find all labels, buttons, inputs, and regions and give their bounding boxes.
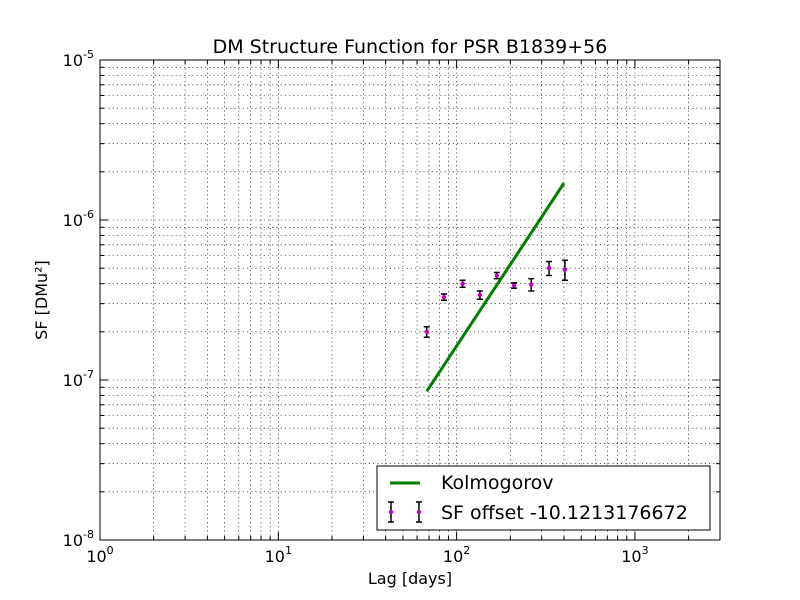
data-point [546, 265, 552, 271]
x-tick-label: 103 [621, 544, 648, 566]
y-tick-label: 10-5 [63, 48, 94, 70]
y-tick-label-base: 10 [63, 371, 83, 390]
y-tick-label-base: 10 [63, 531, 83, 550]
legend-box [376, 465, 711, 531]
data-point [494, 273, 499, 278]
data-point [441, 294, 447, 300]
y-tick-label: 10-7 [63, 368, 94, 390]
y-tick-label-exp: -5 [83, 48, 94, 61]
y-tick-label-base: 10 [63, 211, 83, 230]
legend: Kolmogorov SF offset -10.1213176672 [376, 465, 711, 531]
x-tick-label-exp: 3 [642, 544, 649, 557]
data-point [529, 282, 534, 287]
grid [100, 60, 720, 540]
x-tick-label-base: 10 [443, 547, 463, 566]
data-point [477, 292, 483, 298]
x-tick-label-exp: 2 [463, 544, 470, 557]
x-axis-label: Lag [days] [368, 569, 452, 588]
y-tick-label: 10-8 [63, 528, 94, 550]
y-tick-label-base: 10 [63, 51, 83, 70]
y-axis-label: SF [DMu²] [32, 260, 51, 340]
series-layer [423, 182, 568, 393]
legend-swatch-sf-offset [388, 501, 422, 523]
x-tick-label-base: 10 [621, 547, 641, 566]
kolmogorov-line [425, 182, 566, 393]
chart-title: DM Structure Function for PSR B1839+56 [213, 36, 608, 58]
plot-frame [99, 59, 721, 541]
x-tick-label: 101 [265, 544, 292, 566]
data-point [511, 283, 517, 288]
x-tick-label-base: 10 [265, 547, 285, 566]
x-tick-label: 102 [443, 544, 470, 566]
data-point [562, 267, 568, 272]
data-point [424, 329, 429, 335]
data-point [460, 281, 465, 286]
legend-label-kolmogorov: Kolmogorov [441, 472, 554, 494]
legend-label-sf-offset: SF offset -10.1213176672 [441, 502, 688, 524]
x-tick-label: 100 [86, 544, 113, 566]
y-tick-label: 10-6 [63, 208, 94, 230]
x-tick-label-exp: 0 [107, 544, 114, 557]
y-tick-label-exp: -7 [83, 368, 94, 381]
x-tick-label-base: 10 [86, 547, 106, 566]
y-tick-label-exp: -6 [83, 208, 94, 221]
y-tick-label-exp: -8 [83, 528, 94, 541]
x-tick-label-exp: 1 [285, 544, 292, 557]
